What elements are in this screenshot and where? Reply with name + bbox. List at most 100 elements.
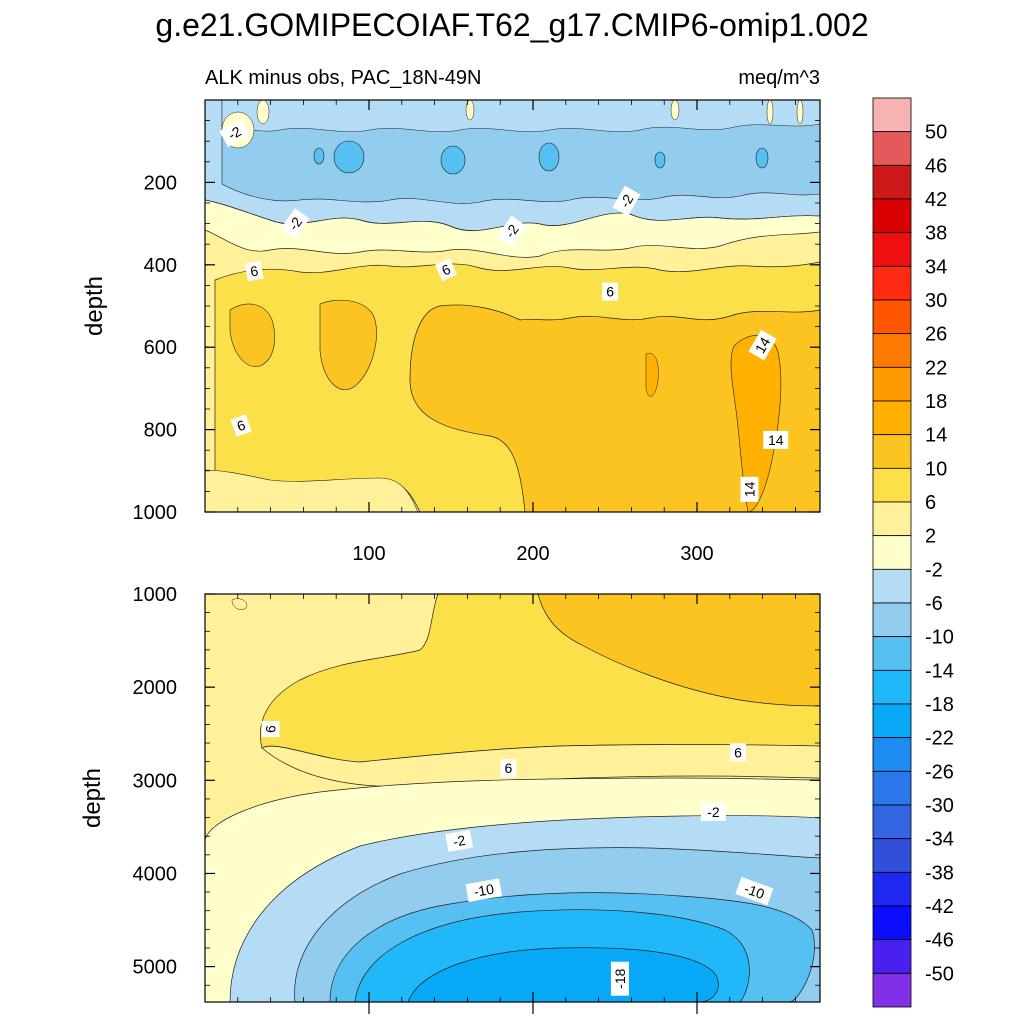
contour-label-text: -2 — [452, 832, 467, 850]
colorbar-level-label: 50 — [925, 122, 947, 144]
colorbar-level-label: 42 — [925, 189, 947, 211]
colorbar-swatch — [872, 939, 912, 974]
colorbar-level-label: 26 — [925, 324, 947, 346]
contour-label: 6 — [500, 759, 517, 778]
colorbar-level-label: -46 — [925, 930, 954, 952]
lower-fill-topleft-wiggle — [231, 598, 248, 610]
colorbar-swatch — [872, 972, 912, 1008]
contour-label: -10 — [465, 878, 503, 903]
upper-panel — [205, 100, 820, 512]
contour-label: 6 — [244, 260, 264, 282]
colorbar-swatch — [872, 434, 912, 469]
contour-label-bg — [465, 878, 503, 903]
colorbar-swatch — [872, 838, 912, 873]
contour-label-text: -2 — [707, 804, 720, 820]
lower-fill-neg22 — [407, 947, 719, 1002]
colorbar-level-label: 18 — [925, 391, 947, 413]
colorbar-swatch — [872, 568, 912, 604]
contour-label: -2 — [280, 208, 310, 240]
lower-y-axis-label: depth — [79, 768, 106, 828]
contour-label-text: 6 — [249, 262, 260, 279]
colorbar-level-label: 10 — [925, 458, 947, 480]
colorbar-level-label: -26 — [925, 761, 954, 783]
x-tick-label: 100 — [352, 543, 385, 565]
contour-label-text: 14 — [768, 432, 784, 448]
upper-fill-10to14 — [409, 304, 820, 512]
x-tick-label: 300 — [680, 543, 713, 565]
colorbar-swatch — [872, 737, 912, 772]
colorbar-swatch — [872, 333, 912, 368]
lower-fill-10to14 — [537, 594, 820, 707]
contour-label-bg — [500, 759, 517, 778]
upper-axis-ticks: 200 400 600 800 1000 100 200 300 — [133, 99, 820, 565]
contour-label: 6 — [261, 721, 280, 738]
upper-fill-bottom-left — [205, 469, 419, 512]
colorbar-level-label: 46 — [925, 155, 947, 177]
contour-label-bg — [763, 430, 789, 449]
colorbar-level-label: -10 — [925, 627, 954, 649]
colorbar-swatch — [872, 131, 912, 166]
contour-label-bg — [602, 282, 619, 301]
colorbar-level-label: 22 — [925, 357, 947, 379]
y-tick-label: 800 — [144, 420, 177, 442]
colorbar-swatch — [872, 703, 912, 739]
contour-label: -2 — [612, 185, 641, 217]
colorbar-level-label: -6 — [925, 593, 943, 615]
upper-fill-top-light — [221, 100, 820, 132]
y-tick-label: 400 — [144, 255, 177, 277]
upper-fill-10to14-b — [319, 299, 377, 391]
lower-panel — [205, 594, 820, 1002]
y-tick-label: 600 — [144, 337, 177, 359]
contour-label-text: -18 — [612, 968, 628, 988]
contour-label-bg — [219, 118, 250, 148]
colorbar-level-label: 34 — [925, 256, 947, 278]
colorbar-level-label: -18 — [925, 694, 954, 716]
colorbar: 50 46 42 38 34 30 26 22 18 14 10 6 2 -2 -6 -10 -14 -18 -22… — [872, 97, 954, 1008]
colorbar-swatch — [872, 97, 912, 133]
contour-label-text: 14 — [741, 481, 757, 497]
colorbar-level-label: -30 — [925, 795, 954, 817]
contour-label-bg — [748, 329, 777, 361]
colorbar-level-label: 14 — [925, 425, 947, 447]
upper-y-axis-label: depth — [81, 276, 108, 336]
colorbar-swatch — [872, 669, 912, 705]
contour-label-bg — [740, 476, 759, 502]
contour-label: 14 — [748, 329, 777, 361]
colorbar-level-label: -42 — [925, 896, 954, 918]
contour-label: -10 — [735, 876, 774, 906]
contour-label-bg — [612, 185, 641, 217]
contour-label-text: -10 — [472, 881, 495, 900]
lower-axis-ticks: 1000 2000 3000 4000 5000 — [133, 584, 820, 1014]
upper-contour-labels: -2 -2 -2 -2 6 6 6 6 14 14 14 — [219, 118, 789, 502]
y-tick-label: 5000 — [133, 957, 178, 979]
contour-label: -2 — [700, 802, 726, 821]
contour-label: 6 — [730, 743, 746, 762]
contour-label: 14 — [763, 430, 789, 449]
colorbar-level-label: 2 — [925, 526, 936, 548]
contour-label-bg — [700, 802, 726, 821]
y-tick-label: 200 — [144, 172, 177, 194]
colorbar-level-label: 30 — [925, 290, 947, 312]
contour-label-bg — [610, 961, 629, 996]
colorbar-swatch — [872, 770, 912, 806]
contour-label-bg — [435, 258, 458, 282]
contour-label-bg — [280, 208, 310, 240]
colorbar-level-label: -2 — [925, 559, 943, 581]
upper-fill-10to14-a — [229, 303, 275, 367]
y-tick-label: 1000 — [133, 502, 178, 524]
contour-label-text: 6 — [263, 725, 279, 733]
contour-label-bg — [244, 260, 264, 282]
contour-label: -2 — [497, 215, 527, 247]
contour-label: 14 — [740, 476, 759, 502]
colorbar-swatch — [872, 636, 912, 671]
colorbar-level-label: -22 — [925, 728, 954, 750]
contour-label: -18 — [610, 961, 629, 996]
lower-frame — [204, 593, 821, 1003]
colorbar-level-label: 38 — [925, 223, 947, 245]
y-tick-label: 4000 — [133, 863, 178, 885]
colorbar-swatch — [872, 232, 912, 267]
figure-title: g.e21.GOMIPECOIAF.T62_g17.CMIP6-omip1.00… — [155, 7, 868, 43]
contour-label-text: 6 — [505, 760, 513, 776]
colorbar-swatch — [872, 535, 912, 570]
colorbar-swatch — [872, 400, 912, 436]
